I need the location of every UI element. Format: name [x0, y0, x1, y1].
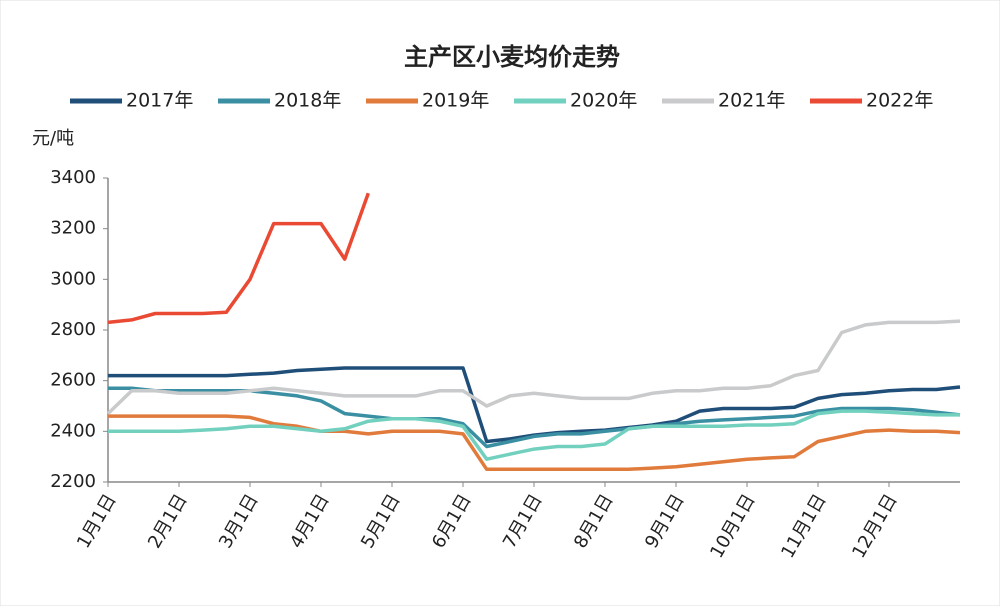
y-tick-label: 2800 — [50, 319, 96, 340]
y-tick-label: 3400 — [50, 167, 96, 188]
y-tick-label: 2400 — [50, 420, 96, 441]
series-line — [107, 192, 370, 325]
legend-label: 2018年 — [274, 90, 341, 112]
y-axis-label: 元/吨 — [32, 128, 74, 149]
y-tick-label: 3200 — [50, 218, 96, 239]
legend-label: 2020年 — [570, 90, 637, 112]
chart-title: 主产区小麦均价走势 — [404, 43, 620, 71]
y-tick-label: 2200 — [50, 471, 96, 492]
legend-label: 2021年 — [718, 90, 785, 112]
legend-label: 2022年 — [866, 90, 933, 112]
series-line — [108, 414, 961, 472]
legend-label: 2019年 — [422, 90, 489, 112]
series-line — [108, 409, 960, 461]
y-tick-label: 2600 — [50, 370, 96, 391]
series-line — [106, 319, 961, 415]
legend-label: 2017年 — [126, 90, 193, 112]
y-tick-label: 3000 — [50, 268, 96, 289]
